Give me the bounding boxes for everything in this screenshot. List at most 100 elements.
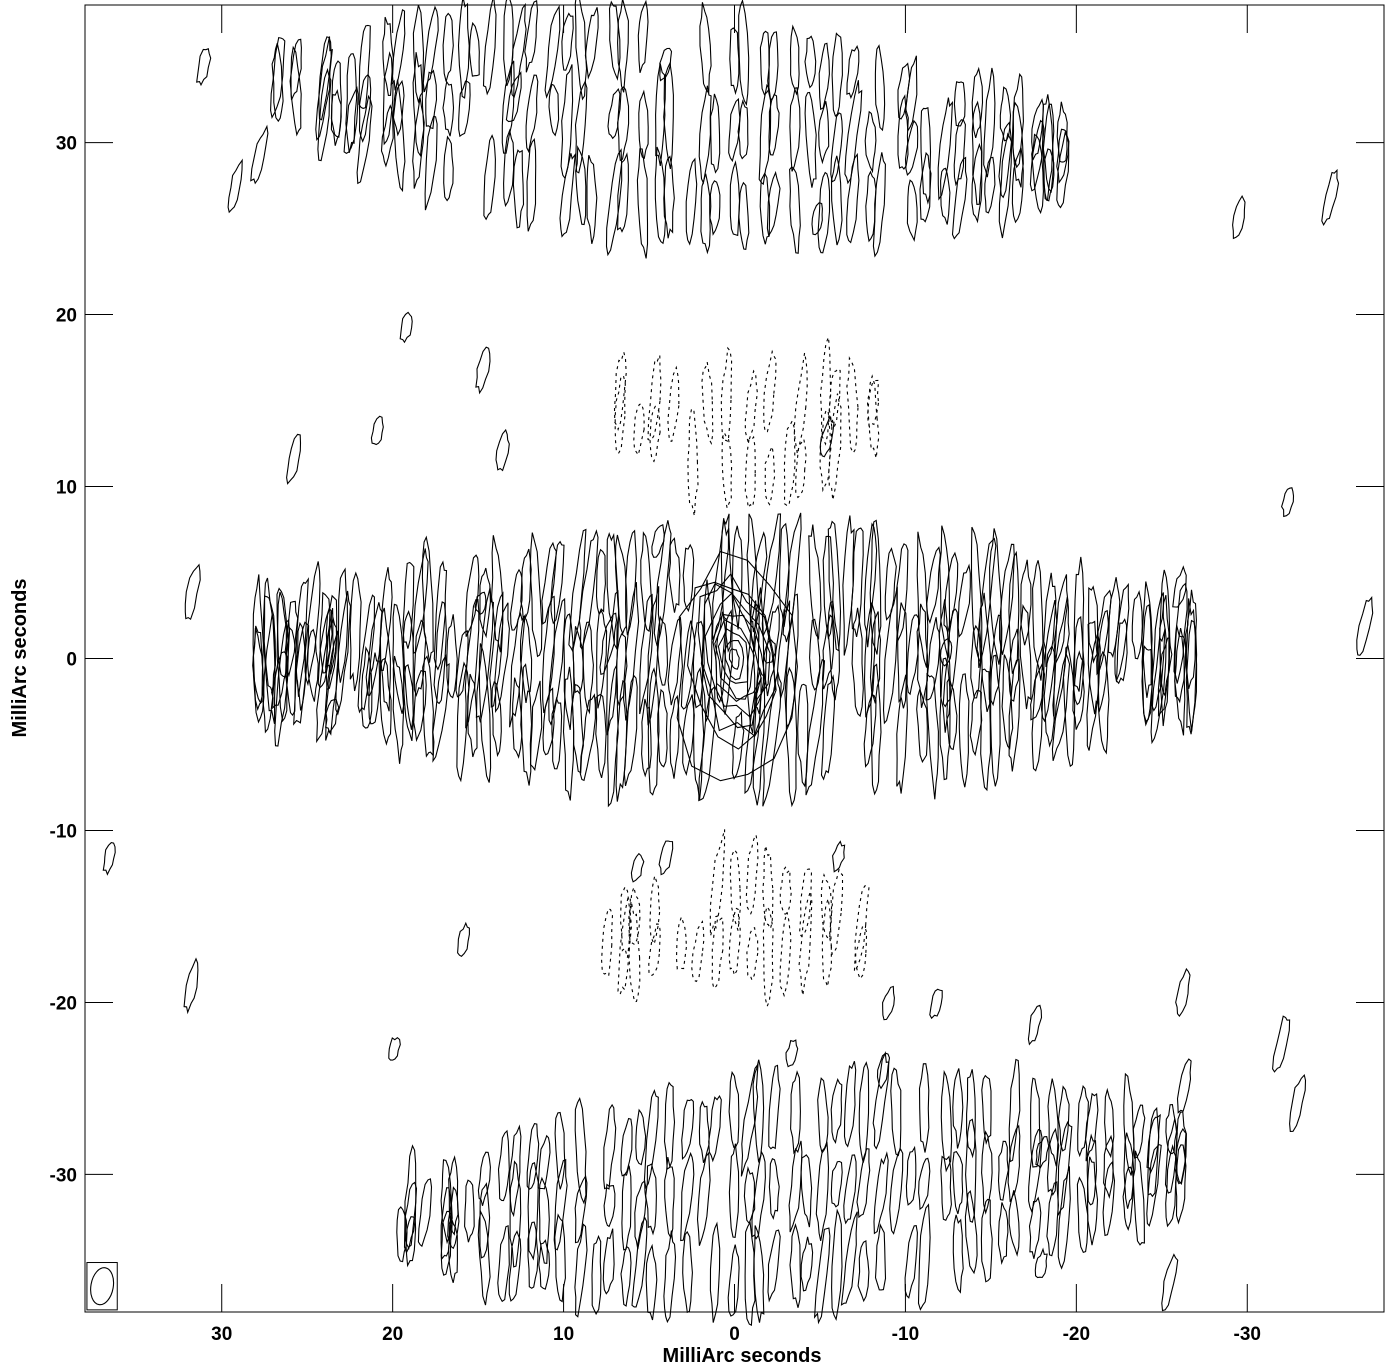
contour-loop xyxy=(763,639,776,664)
contour-loop xyxy=(651,523,665,558)
contour-loop xyxy=(952,1214,964,1294)
contour-loop xyxy=(926,546,941,625)
contour-loop xyxy=(357,594,375,714)
contour-loop xyxy=(752,587,765,715)
contour-loop xyxy=(808,524,822,640)
contour-loop xyxy=(392,79,405,137)
contour-loop xyxy=(828,868,844,956)
contour-loop xyxy=(1097,650,1110,755)
contour-loop xyxy=(572,626,584,695)
contour-loop xyxy=(904,119,919,176)
contour-loop xyxy=(227,158,243,214)
contour-loop xyxy=(830,1160,843,1208)
contour-loop xyxy=(464,1179,475,1243)
contour-loop xyxy=(918,1063,930,1153)
contour-loop xyxy=(524,0,539,73)
contour-loop xyxy=(701,361,714,446)
contour-loop xyxy=(869,611,882,704)
contour-loop xyxy=(562,666,575,801)
contour-loop xyxy=(1115,618,1128,685)
contour-loop xyxy=(271,651,289,710)
contour-loop xyxy=(1007,1124,1021,1203)
contour-loop xyxy=(183,957,199,1015)
contour-loop xyxy=(330,88,342,146)
contour-loop xyxy=(856,1148,871,1219)
contour-loop xyxy=(743,1165,756,1225)
contour-loop xyxy=(413,619,427,698)
contour-loop xyxy=(457,921,470,957)
contour-loop xyxy=(392,603,405,714)
contour-loop xyxy=(1131,589,1143,660)
contour-loop xyxy=(379,657,392,746)
contour-loop xyxy=(731,710,745,780)
contour-loop xyxy=(1146,1113,1161,1174)
contour-loop xyxy=(904,1224,918,1299)
contour-loop xyxy=(711,513,730,640)
contour-loop xyxy=(768,93,780,156)
contour-loop xyxy=(693,666,705,800)
contour-loop xyxy=(681,1098,695,1161)
contour-loop xyxy=(830,1078,843,1145)
contour-loop xyxy=(997,1202,1009,1266)
y-tick-label: -10 xyxy=(50,821,77,842)
beam-frame xyxy=(86,1262,118,1311)
contour-loop xyxy=(525,74,539,154)
contour-loop xyxy=(876,1052,891,1090)
contour-loop xyxy=(448,1155,459,1236)
contour-loop xyxy=(1072,615,1085,706)
contour-loop xyxy=(595,693,607,779)
contour-loop xyxy=(1175,1111,1187,1185)
contour-loop xyxy=(729,160,741,237)
contour-loop xyxy=(1008,1190,1020,1257)
contour-loop xyxy=(869,519,882,655)
contour-loop xyxy=(316,608,335,744)
contour-loop xyxy=(1011,72,1024,169)
contour-loop xyxy=(953,119,966,187)
contour-loop xyxy=(512,149,525,229)
contour-loop xyxy=(509,1160,522,1268)
contour-loop xyxy=(345,53,358,153)
contour-loop xyxy=(832,840,846,873)
contour-loop xyxy=(783,419,796,507)
contour-loop xyxy=(789,1223,802,1308)
contour-loop xyxy=(631,1216,648,1308)
contour-loop xyxy=(503,128,515,208)
contour-loop xyxy=(721,431,733,511)
contour-loop xyxy=(538,1176,550,1265)
contour-loop xyxy=(252,574,264,712)
contour-loop xyxy=(494,602,510,714)
contour-loop xyxy=(646,586,661,726)
contour-loop xyxy=(840,1211,858,1306)
contour-loop xyxy=(884,547,897,621)
contour-loop xyxy=(817,171,831,254)
contour-loop xyxy=(777,600,791,699)
contour-loop xyxy=(527,1162,539,1261)
contour-loop xyxy=(380,104,394,168)
contour-loop xyxy=(727,1244,740,1317)
contour-loop xyxy=(1114,582,1130,683)
contour-loop xyxy=(779,866,792,915)
contour-loop xyxy=(980,1198,993,1283)
contour-loop xyxy=(728,907,741,977)
y-tick-label: -30 xyxy=(50,1165,77,1186)
contour-loop xyxy=(582,621,594,715)
contour-loop xyxy=(710,93,721,174)
contour-loop xyxy=(1020,559,1032,646)
contour-loop xyxy=(937,97,954,201)
contour-loop xyxy=(1165,1104,1178,1155)
contour-loop xyxy=(1001,654,1014,750)
contour-loop xyxy=(483,134,496,221)
contour-loop xyxy=(390,8,406,91)
contour-loop xyxy=(548,83,560,137)
contour-loop xyxy=(916,531,929,668)
contour-loop xyxy=(403,664,415,742)
contour-loop xyxy=(918,1157,931,1211)
contour-loop xyxy=(538,1239,551,1290)
contour-loop xyxy=(318,36,332,121)
contour-loop xyxy=(1040,599,1058,723)
contour-loop xyxy=(442,80,455,137)
contour-loop xyxy=(630,852,645,883)
contour-loop xyxy=(682,694,695,776)
contour-loop xyxy=(1057,1085,1070,1152)
